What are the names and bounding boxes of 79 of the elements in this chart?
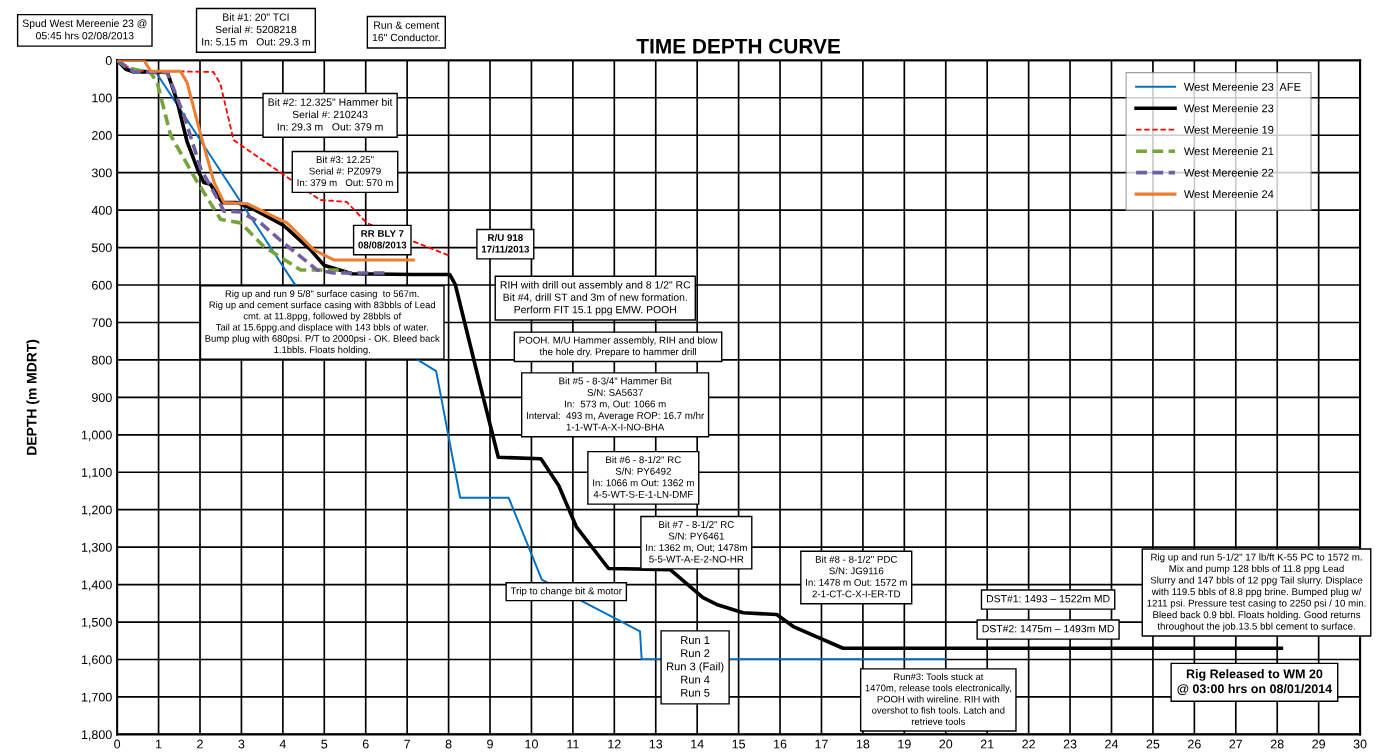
x-tick-label: 17 (815, 739, 828, 749)
y-tick-label: 900 (92, 393, 112, 403)
annotation: Rig up and run 5-1/2" 17 lb/ft K-55 PC to 1572 m. Mix and pump 128 bbls of 11.8 ppg Lead Slurry and 147 bbls of 12 ppg Tail slurry. Displace with 119.5 bbls of 8.8 ppg brine. Bumped plug w/ 1211 psi. Pressure test casing to 2250 psi / 10 min. Bleed back 0.9 bbl. Floats holding. Good returns throughout the job.13.5 bbl cement to surface. (1147, 553, 1366, 632)
y-tick-label: 1,600 (81, 655, 112, 666)
annotation: Trip to change bit & motor (510, 587, 622, 597)
x-tick-label: 8 (445, 739, 452, 749)
y-tick-label: 1,400 (81, 580, 112, 591)
x-tick-label: 1 (156, 739, 162, 749)
x-tick-label: 7 (404, 739, 410, 749)
annotation: DST#1: 1493 – 1522m MD (987, 595, 1110, 603)
y-tick-label: 800 (91, 355, 112, 365)
annotation: Run#3: Tools stuck at 1470m, release tools electronically, POOH with wireline. RIH with overshot to fish tools. Latch and retrieve tools (865, 673, 1011, 725)
annotation: RIH with drill out assembly and 8 1/2" RC Bit #4, drill ST and 3m of new formation. Perform FIT 15.1 ppg EMW. POOH (500, 280, 691, 316)
x-tick-label: 2 (197, 739, 203, 749)
y-tick-label: 200 (92, 131, 112, 140)
annotation: RR BLY 7 08/08/2013 (358, 230, 407, 249)
legend-label: West Mereenie 24 (1183, 189, 1274, 199)
x-tick-label: 3 (238, 739, 245, 749)
x-tick-label: 20 (939, 739, 953, 749)
x-tick-label: 14 (691, 739, 704, 749)
x-tick-label: 25 (1146, 739, 1160, 749)
annotation: Bit #3: 12.25" Serial #: PZ0979 In: 379 m Out: 570 m (297, 155, 393, 187)
x-tick-label: 29 (1312, 739, 1326, 749)
x-tick-label: 16 (774, 739, 787, 749)
y-tick-label: 500 (91, 243, 112, 253)
annotation: DST#2: 1475m – 1493m MD (982, 624, 1114, 633)
x-tick-label: 18 (856, 739, 870, 749)
y-tick-label: 300 (91, 168, 112, 178)
text: Run & cement 16" Conductor. (372, 21, 440, 42)
x-tick-label: 0 (114, 739, 121, 749)
y-tick-label: 1,100 (81, 468, 112, 479)
y-tick-label: 100 (92, 93, 112, 103)
legend-label: West Mereenie 19 (1183, 125, 1274, 134)
legend-label: West Mereenie 21 (1183, 147, 1274, 156)
annotation: Rig Released to WM 20 @ 03:00 hrs on 08/01/2014 (1177, 669, 1333, 695)
annotation: Run 1 Run 2 Run 3 (Fail) Run 4 Run 5 (667, 636, 724, 697)
x-tick-label: 22 (1022, 739, 1035, 749)
annotation: Rig up and run 9 5/8" surface casing to 567m. Rig up and cement surface casing with 83bbls of Lead cmt. at 11.8ppg, followed by 28bbls of Tail at 15.6ppg.and displace with 143 bbls of water. Bump plug with 680psi. P/T to 2000psi - OK. Bleed back 1.1bbls. Floats holding. (205, 290, 440, 355)
annotation: R/U 918 17/11/2013 (481, 233, 530, 253)
y-tick-label: 1,300 (81, 542, 112, 554)
y-axis-title: DEPTH (m MDRT) (26, 339, 40, 455)
annotation: POOH. M/U Hammer assembly, RIH and blow the hole dry. Prepare to hammer drill (519, 336, 718, 358)
x-tick-label: 24 (1105, 739, 1119, 749)
legend-label: West Mereenie 23 AFE (1183, 82, 1301, 91)
x-tick-label: 21 (980, 739, 994, 749)
y-tick-label: 700 (92, 318, 112, 328)
x-tick-label: 28 (1270, 739, 1284, 749)
y-tick-label: 600 (92, 280, 112, 290)
x-tick-label: 26 (1188, 739, 1201, 749)
x-tick-label: 9 (487, 739, 493, 749)
annotation: Bit #5 - 8-3/4" Hammer Bit S/N: SA5637 In: 573 m, Out: 1066 m Interval: 493 m, Average ROP: 16.7 m/hr 1-1-WT-A-X-I-NO-BHA (526, 377, 705, 431)
text: Bit #1: 20" TCI Serial #: 5208218 In: 5.15 m Out: 29.3 m (202, 13, 310, 46)
x-tick-label: 15 (732, 739, 746, 749)
legend-label: West Mereenie 22 (1183, 168, 1274, 177)
x-tick-label: 4 (279, 739, 286, 749)
x-tick-label: 13 (649, 739, 663, 749)
y-tick-label: 1,700 (81, 692, 112, 704)
x-tick-label: 6 (362, 739, 369, 749)
annotation: Bit #2: 12.325" Hammer bit Serial #: 210243 In: 29.3 m Out: 379 m (268, 98, 393, 131)
annotation: Bit #7 - 8-1/2" RC S/N: PY6461 In: 1362 m, Out; 1478m 5-5-WT-A-E-2-NO-HR (646, 520, 747, 563)
x-tick-label: 23 (1063, 739, 1077, 749)
annotation: Bit #6 - 8-1/2" RC S/N: PY6492 In: 1066 m Out: 1362 m 4-5-WT-S-E-1-LN-DMF (593, 456, 694, 498)
y-tick-label: 400 (91, 205, 112, 215)
legend-label: West Mereenie 23 (1183, 104, 1274, 113)
y-tick-label: 1,000 (81, 430, 112, 441)
x-tick-label: 30 (1353, 739, 1367, 749)
chart-title: TIME DEPTH CURVE (636, 38, 841, 54)
y-tick-label: 1,200 (81, 505, 112, 516)
y-tick-label: 1,500 (81, 617, 112, 629)
x-tick-label: 11 (567, 739, 579, 749)
x-tick-label: 10 (525, 739, 538, 749)
y-tick-label: 1,800 (81, 730, 112, 741)
text: Spud West Mereenie 23 @ 05:45 hrs 02/08/2013 (22, 19, 147, 40)
x-tick-label: 12 (608, 739, 621, 749)
x-tick-label: 5 (321, 739, 328, 749)
x-tick-label: 27 (1229, 739, 1243, 749)
annotation: Bit #8 - 8-1/2" PDC S/N: JG9116 In: 1478 m Out: 1572 m 2-1-CT-C-X-I-ER-TD (806, 555, 907, 598)
x-tick-label: 19 (898, 739, 911, 749)
y-tick-label: 0 (105, 56, 112, 65)
